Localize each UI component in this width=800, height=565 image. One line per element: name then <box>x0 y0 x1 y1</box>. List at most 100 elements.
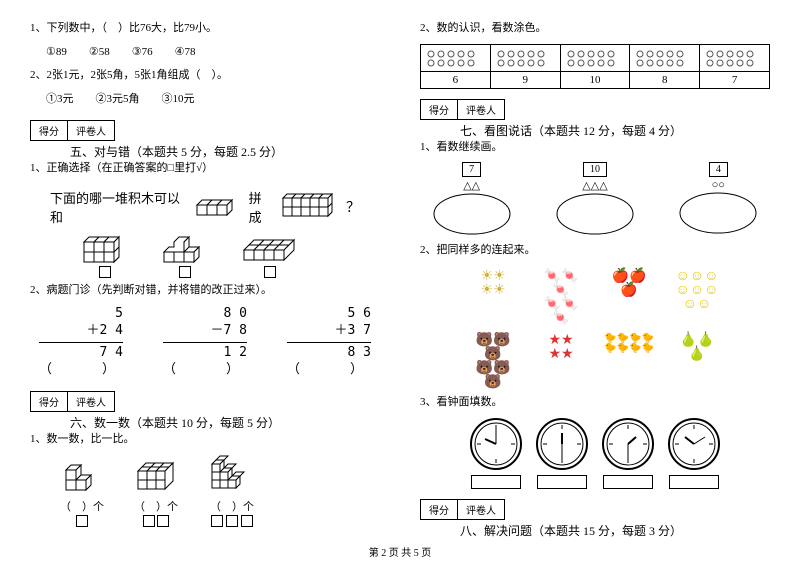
sec5-q2: 2、病题门诊（先判断对错，并将错的改正过来）。 <box>30 282 380 300</box>
grader-label: 评卷人 <box>68 121 114 140</box>
n-6: 6 <box>421 71 491 88</box>
oval-icon <box>555 192 635 236</box>
ov-sym-2: △△△ <box>555 179 635 192</box>
apple-icon: 🍎🍎🍎 <box>604 270 654 326</box>
block-opt-1 <box>80 234 130 278</box>
sec7-q1: 1、看数继续画。 <box>420 139 770 157</box>
right-column: 2、数的认识，看数涂色。 691087 得分 评卷人 七、看图说话（本题共 12… <box>420 20 770 539</box>
blocks-options-row <box>30 230 380 282</box>
cube-ref-icon <box>193 193 240 221</box>
candy-icon: 🍬🍬🍬🍬🍬🍬 <box>536 270 586 326</box>
grader-label: 评卷人 <box>458 500 504 519</box>
n-7: 7 <box>700 71 770 88</box>
blocks-text1: 下面的哪一堆积木可以和 <box>50 188 185 226</box>
sec7-q2: 2、把同样多的连起来。 <box>420 242 770 260</box>
paren-1: （ ） <box>39 362 123 379</box>
sec6-q1: 1、数一数，比一比。 <box>30 431 380 449</box>
clock-icon <box>601 417 655 471</box>
match-grid: ☀☀☀☀ 🍬🍬🍬🍬🍬🍬 🍎🍎🍎 ☺☺☺☺☺☺☺☺ <box>420 266 770 330</box>
block-opt-2 <box>160 234 210 278</box>
clocks-row <box>420 417 770 489</box>
r-q2: 2、数的认识，看数涂色。 <box>420 20 770 38</box>
score-label: 得分 <box>421 100 458 119</box>
score-box-7: 得分 评卷人 <box>420 99 505 120</box>
sq-3c[interactable] <box>241 515 253 527</box>
dot-table: 691087 <box>420 44 770 89</box>
cube-pile-2: （ ）个 <box>134 458 178 526</box>
ov-num-3: 4 <box>709 162 728 177</box>
ov-sym-1: △△ <box>432 179 512 192</box>
pear-icon: 🍐🍐🍐 <box>672 334 722 390</box>
oval-3: 4 ○○ <box>678 162 758 236</box>
count-lbl-3: （ ）个 <box>208 498 256 514</box>
dots-8 <box>630 44 700 71</box>
c1b: ＋2 4 <box>39 323 123 340</box>
blocks-text2: 拼成 <box>249 188 274 226</box>
clock-answer-4[interactable] <box>669 475 719 489</box>
calc-1: 5 ＋2 4 7 4 （ ） <box>39 306 123 379</box>
c2a: 8 0 <box>163 306 247 323</box>
c1a: 5 <box>39 306 123 323</box>
clock-answer-1[interactable] <box>471 475 521 489</box>
page-footer: 第 2 页 共 5 页 <box>0 544 800 559</box>
q1-text: 1、下列数中，（ ）比76大，比79小。 <box>30 20 380 38</box>
sec7-q3: 3、看钟面填数。 <box>420 394 770 412</box>
paren-3: （ ） <box>287 362 371 379</box>
clock-4 <box>667 417 721 489</box>
star-icon: ★★★★ <box>536 334 586 390</box>
ovals-row: 7 △△ 10 △△△ 4 ○○ <box>420 162 770 236</box>
calc-row: 5 ＋2 4 7 4 （ ） 8 0 －7 8 1 2 （ ） 5 6 ＋3 7… <box>30 306 380 379</box>
oval-1: 7 △△ <box>432 162 512 236</box>
clock-icon <box>667 417 721 471</box>
sq-2b[interactable] <box>157 515 169 527</box>
q1-options: ①89 ②58 ③76 ④78 <box>30 44 380 62</box>
clock-icon <box>469 417 523 471</box>
clock-answer-2[interactable] <box>537 475 587 489</box>
checkbox-1[interactable] <box>99 266 111 278</box>
checkbox-2[interactable] <box>179 266 191 278</box>
dots-6 <box>421 44 491 71</box>
sq-3b[interactable] <box>226 515 238 527</box>
suns-icon: ☀☀☀☀ <box>468 270 518 326</box>
sq-3a[interactable] <box>211 515 223 527</box>
dots-9 <box>490 44 560 71</box>
checkbox-3[interactable] <box>264 266 276 278</box>
hr-icon <box>287 342 371 343</box>
clock-answer-3[interactable] <box>603 475 653 489</box>
section-6-title: 六、数一数（本题共 10 分，每题 5 分） <box>70 414 380 431</box>
clock-3 <box>601 417 655 489</box>
sec5-q1: 1、正确选择（在正确答案的□里打√） <box>30 160 380 178</box>
smile-icon: ☺☺☺☺☺☺☺☺ <box>672 270 722 326</box>
c3c: 8 3 <box>287 345 371 362</box>
grader-label: 评卷人 <box>68 392 114 411</box>
q2-options: ①3元 ②3元5角 ③10元 <box>30 91 380 109</box>
grader-label: 评卷人 <box>458 100 504 119</box>
c2b: －7 8 <box>163 323 247 340</box>
c3a: 5 6 <box>287 306 371 323</box>
oval-icon <box>432 192 512 236</box>
dots-7 <box>700 44 770 71</box>
left-column: 1、下列数中，（ ）比76大，比79小。 ①89 ②58 ③76 ④78 2、2… <box>30 20 380 539</box>
score-label: 得分 <box>31 392 68 411</box>
sq-1a[interactable] <box>76 515 88 527</box>
q2-text: 2、2张1元，2张5角，5张1角组成（ ）。 <box>30 67 380 85</box>
ov-num-2: 10 <box>583 162 607 177</box>
score-box-8: 得分 评卷人 <box>420 499 505 520</box>
sq-2a[interactable] <box>143 515 155 527</box>
cube-count-row: （ ）个 （ ）个 （ ）个 <box>30 454 380 526</box>
score-label: 得分 <box>31 121 68 140</box>
blocks-prompt-row: 下面的哪一堆积木可以和 拼成 ？ <box>30 184 380 230</box>
clock-1 <box>469 417 523 489</box>
hr-icon <box>39 342 123 343</box>
n-8: 8 <box>630 71 700 88</box>
clock-2 <box>535 417 589 489</box>
count-lbl-2: （ ）个 <box>134 498 178 514</box>
section-7-title: 七、看图说话（本题共 12 分，每题 4 分） <box>460 122 770 139</box>
clock-icon <box>535 417 589 471</box>
cube-pile-1: （ ）个 <box>60 458 104 526</box>
n-9: 9 <box>490 71 560 88</box>
c1c: 7 4 <box>39 345 123 362</box>
cube-target-icon <box>281 193 338 221</box>
c3b: ＋3 7 <box>287 323 371 340</box>
ov-sym-3: ○○ <box>678 179 758 191</box>
